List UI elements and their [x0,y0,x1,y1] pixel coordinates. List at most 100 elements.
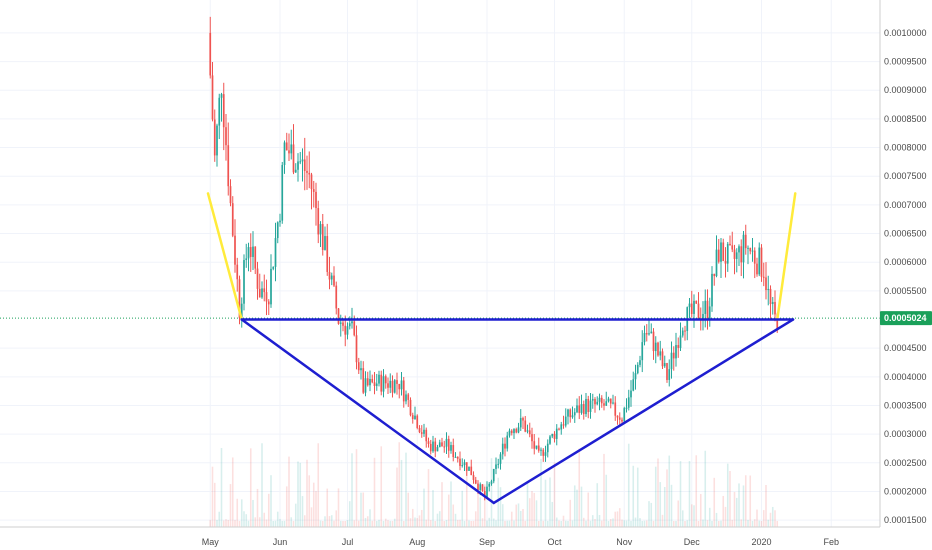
volume-bar [321,520,324,527]
candle-body [510,430,513,434]
candle-body [218,97,221,126]
volume-bar [553,462,556,527]
volume-bar [537,520,540,527]
candle-body [468,466,470,471]
candle-body [465,462,468,471]
candle-body [483,491,486,498]
candle-body [276,222,279,239]
candle-body [299,161,302,163]
candle-body [274,238,277,267]
volume-bar [276,511,279,527]
volume-bar [461,490,464,527]
volume-bar [643,520,646,527]
volume-bar [639,518,641,527]
candle-body [623,408,626,422]
candle-body [679,335,682,348]
candle-body [315,191,317,209]
candle-body [542,449,545,456]
candle-body [695,300,698,304]
volume-bar [299,462,302,527]
volume-bar [515,504,518,527]
candle-body [598,397,601,402]
candle-body [751,250,754,252]
volume-bar [634,517,637,527]
volume-bar [384,518,387,527]
volume-bar [616,511,619,527]
volume-bar [312,482,315,527]
candle-body [668,369,671,380]
volume-bar [627,443,630,527]
candle-body [621,419,623,422]
volume-bar [483,484,486,527]
volume-bar [738,483,740,527]
candle-body [724,261,727,264]
volume-bar [666,469,668,527]
candle-body [333,275,335,286]
volume-bar [573,485,576,527]
volume-bar [339,520,342,527]
volume-bar [326,488,329,527]
candle-body [681,330,684,336]
candle-body [254,246,257,269]
candle-body [690,303,693,314]
candle-body [294,169,297,173]
candle-body [348,323,351,327]
candle-body [596,401,599,405]
candle-body [549,436,551,444]
volume-bar [382,520,385,527]
volume-bar [771,506,774,527]
volume-bar [562,515,565,527]
candle-body [378,374,380,384]
y-tick-label: 0.0010000 [884,28,927,38]
candle-body [373,382,376,386]
candle-body [240,303,243,318]
volume-bar [711,520,713,527]
candle-body [463,462,466,466]
volume-bar [445,520,448,527]
price-axis[interactable]: 0.0010000 0.0009500 0.0009000 0.0008500 0.00… [884,28,927,525]
volume-bar [715,512,718,527]
candle-body [585,398,587,415]
volume-bar [213,482,216,527]
volume-bar [389,520,392,527]
volume-bar [605,474,608,527]
candle-body [753,250,756,264]
candle-body [589,400,592,412]
candle-body [594,399,596,405]
volume-bar [699,494,702,527]
volume-bar [762,510,765,527]
time-axis[interactable]: May Jun Jul Aug Sep Oct Nov Dec 2020 Feb [202,537,839,547]
volume-bar [769,512,772,527]
volume-bar [240,499,243,527]
candle-body [558,428,560,430]
volume-bar [272,520,275,527]
candle-body [488,483,491,487]
volume-bar [279,518,281,527]
volume-bar [524,520,527,527]
volume-bar [558,520,560,527]
volume-bar [265,519,268,527]
volume-bar [522,509,524,527]
candle-body [249,247,252,257]
candle-body [353,321,356,336]
candle-body [310,174,313,190]
candle-body [497,463,500,465]
candle-body [432,441,434,452]
volume-bar [744,475,747,527]
volume-bar [405,452,407,527]
candle-body [605,401,608,406]
volume-bar [479,497,482,527]
volume-bar [306,459,308,527]
volume-bar [243,511,245,527]
candle-body [740,246,743,263]
candle-body [279,220,281,223]
candle-body [425,429,428,442]
volume-bar [252,499,254,527]
candle-body [303,159,306,171]
volume-bar [684,520,686,527]
volume-bar [497,477,500,527]
candle-body [335,285,338,309]
volume-bar [387,520,389,527]
volume-bar [740,519,743,527]
yellow-trendline [206,192,243,321]
